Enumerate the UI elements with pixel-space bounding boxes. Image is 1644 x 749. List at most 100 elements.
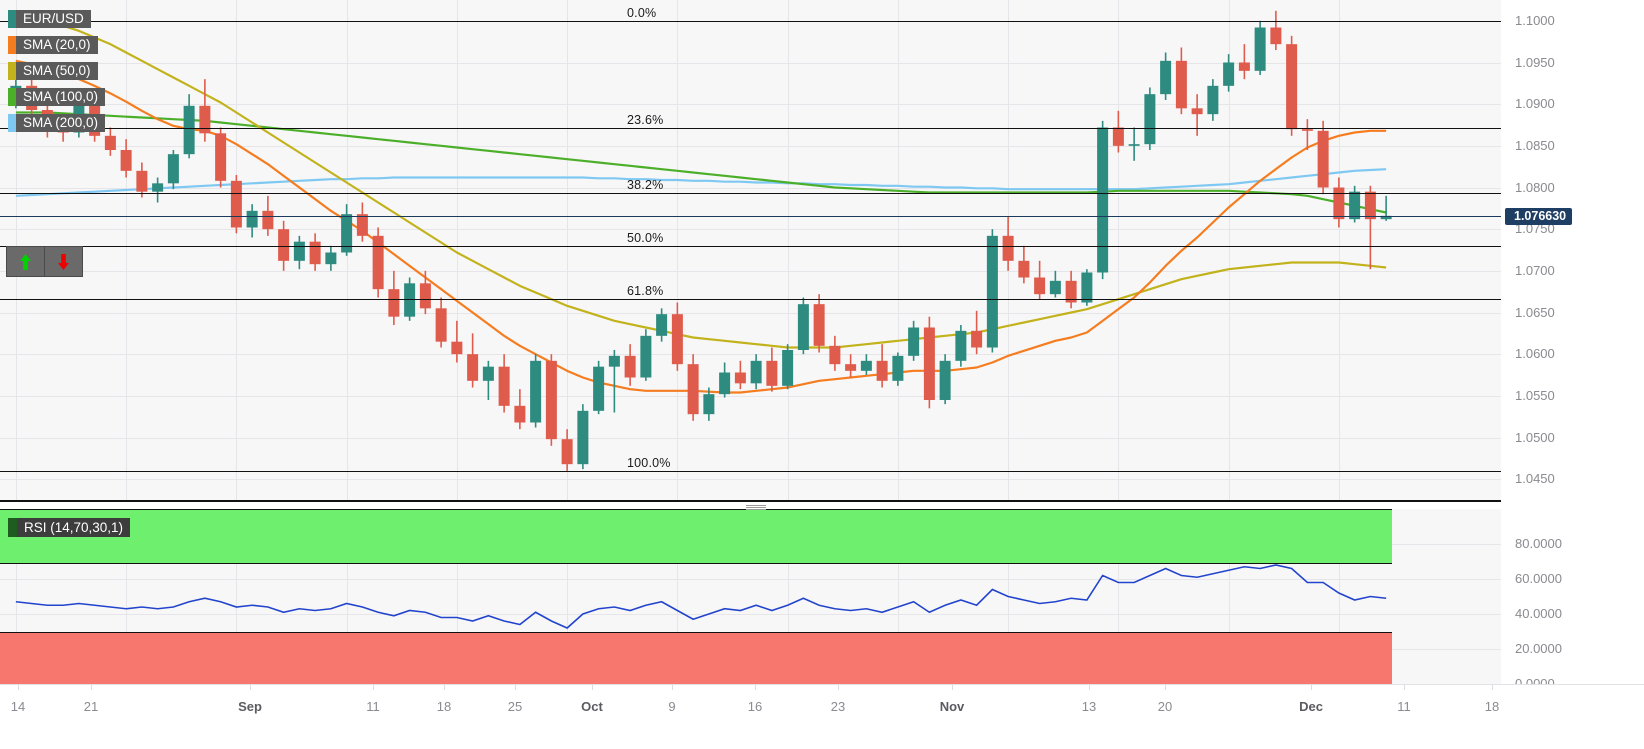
rsi-time-gridline bbox=[788, 509, 789, 684]
down-arrow-button[interactable] bbox=[44, 247, 82, 276]
legend-color-swatch bbox=[8, 10, 16, 28]
price-gridline bbox=[0, 187, 1501, 189]
candle-body bbox=[1097, 127, 1109, 273]
candle-body bbox=[498, 366, 510, 406]
candle-body bbox=[278, 229, 290, 261]
candle-body bbox=[1081, 272, 1093, 303]
time-tick-mark bbox=[592, 685, 593, 690]
up-arrow-button[interactable] bbox=[7, 247, 44, 276]
legend-item-eur-usd[interactable]: EUR/USD bbox=[8, 10, 105, 28]
time-gridline bbox=[1339, 0, 1340, 500]
candle-body bbox=[183, 105, 195, 155]
fib-level-line bbox=[0, 127, 1501, 129]
candle-body bbox=[1049, 280, 1061, 295]
legend-item-sma-20-0[interactable]: SMA (20,0) bbox=[8, 36, 105, 54]
rsi-gridline bbox=[0, 579, 1501, 580]
time-tick-label: 20 bbox=[1157, 699, 1173, 714]
candle-body bbox=[1112, 127, 1124, 146]
direction-toolbar[interactable] bbox=[6, 246, 83, 277]
candle-body bbox=[372, 235, 384, 290]
time-tick-label: 11 bbox=[366, 699, 380, 714]
time-tick-label: 18 bbox=[1484, 699, 1500, 714]
current-price-badge: 1.076630 bbox=[1504, 207, 1573, 225]
price-plot-area[interactable]: 0.0% 23.6% 38.2% 50.0% 61.8% 100.0% bbox=[0, 0, 1501, 500]
price-gridline bbox=[0, 145, 1501, 147]
candle-body bbox=[923, 327, 935, 400]
legend-label: SMA (50,0) bbox=[16, 62, 98, 80]
candle-body bbox=[876, 360, 888, 381]
legend-label: EUR/USD bbox=[16, 10, 91, 28]
rsi-time-gridline bbox=[567, 509, 568, 684]
rsi-overbought-zone bbox=[0, 509, 1392, 564]
rsi-time-gridline bbox=[347, 509, 348, 684]
rsi-tick-label: 20.0000 bbox=[1515, 641, 1562, 656]
legend-item-sma-200-0[interactable]: SMA (200,0) bbox=[8, 114, 106, 132]
legend-item-sma-50-0[interactable]: SMA (50,0) bbox=[8, 62, 105, 80]
candle-body bbox=[1065, 280, 1077, 303]
candle-body bbox=[892, 355, 904, 381]
candle-body bbox=[719, 372, 731, 395]
time-axis[interactable]: 14 21 Sep 11 18 25 Oct 9 16 23 Nov 13 20 Dec 11 18 bbox=[0, 684, 1644, 749]
candle-body bbox=[1018, 260, 1030, 278]
rsi-panel[interactable]: RSI (14,70,30,1) bbox=[0, 509, 1501, 684]
candle-body bbox=[262, 210, 274, 230]
price-tick-label: 1.0800 bbox=[1515, 179, 1555, 195]
candle-body bbox=[451, 341, 463, 355]
time-tick-mark bbox=[1165, 685, 1166, 690]
time-gridline bbox=[236, 0, 237, 500]
candle-body bbox=[120, 150, 132, 171]
rsi-plot-area[interactable] bbox=[0, 509, 1501, 684]
rsi-tick-label: 80.0000 bbox=[1515, 536, 1562, 551]
time-tick-label: 16 bbox=[747, 699, 763, 714]
price-axis[interactable]: 1.1000 1.0950 1.0900 1.0850 1.0800 1.0750 1.07… bbox=[1501, 0, 1644, 500]
time-tick-mark bbox=[1311, 685, 1312, 690]
candle-body bbox=[1270, 27, 1282, 45]
rsi-time-gridline bbox=[677, 509, 678, 684]
candle-body bbox=[215, 133, 227, 181]
rsi-time-gridline bbox=[16, 509, 17, 684]
price-tick-label: 1.0650 bbox=[1515, 304, 1555, 320]
candle-body bbox=[482, 366, 494, 381]
time-tick-mark bbox=[838, 685, 839, 690]
time-tick-mark bbox=[373, 685, 374, 690]
candle-body bbox=[1317, 130, 1329, 188]
candle-body bbox=[829, 345, 841, 365]
time-gridline bbox=[126, 0, 127, 500]
time-tick-mark bbox=[1404, 685, 1405, 690]
candle-body bbox=[309, 241, 321, 265]
candle-body bbox=[388, 289, 400, 317]
candle-body bbox=[136, 170, 148, 192]
price-gridline bbox=[0, 437, 1501, 439]
rsi-time-gridline bbox=[1118, 509, 1119, 684]
price-gridline bbox=[0, 270, 1501, 272]
candle-body bbox=[1349, 191, 1361, 220]
rsi-time-gridline bbox=[457, 509, 458, 684]
time-tick-label: Sep bbox=[238, 699, 262, 714]
price-gridline bbox=[0, 104, 1501, 106]
candle-body bbox=[766, 360, 778, 386]
legend-item-sma-100-0[interactable]: SMA (100,0) bbox=[8, 88, 106, 106]
time-tick-label: 23 bbox=[830, 699, 846, 714]
price-tick-label: 1.0550 bbox=[1515, 387, 1555, 403]
panel-resize-handle[interactable] bbox=[746, 505, 766, 510]
price-chart-panel[interactable]: 0.0% 23.6% 38.2% 50.0% 61.8% 100.0% EUR/USD SM… bbox=[0, 0, 1501, 500]
candle-body bbox=[467, 354, 479, 381]
fib-level-label: 0.0% bbox=[627, 5, 657, 20]
rsi-time-gridline bbox=[1229, 509, 1230, 684]
candle-body bbox=[514, 405, 526, 423]
candle-body bbox=[293, 241, 305, 261]
price-gridline bbox=[0, 62, 1501, 64]
candle-body bbox=[971, 330, 983, 348]
fib-level-label: 38.2% bbox=[627, 178, 664, 193]
rsi-color-swatch bbox=[8, 518, 17, 537]
candle-body bbox=[1175, 60, 1187, 109]
candle-body bbox=[750, 360, 762, 384]
rsi-line-series bbox=[15, 564, 1387, 629]
candle-body bbox=[1160, 60, 1172, 95]
legend-color-swatch bbox=[8, 114, 16, 132]
candle-body bbox=[435, 308, 447, 342]
rsi-time-gridline bbox=[898, 509, 899, 684]
candle-body bbox=[561, 439, 573, 465]
rsi-time-gridline bbox=[236, 509, 237, 684]
